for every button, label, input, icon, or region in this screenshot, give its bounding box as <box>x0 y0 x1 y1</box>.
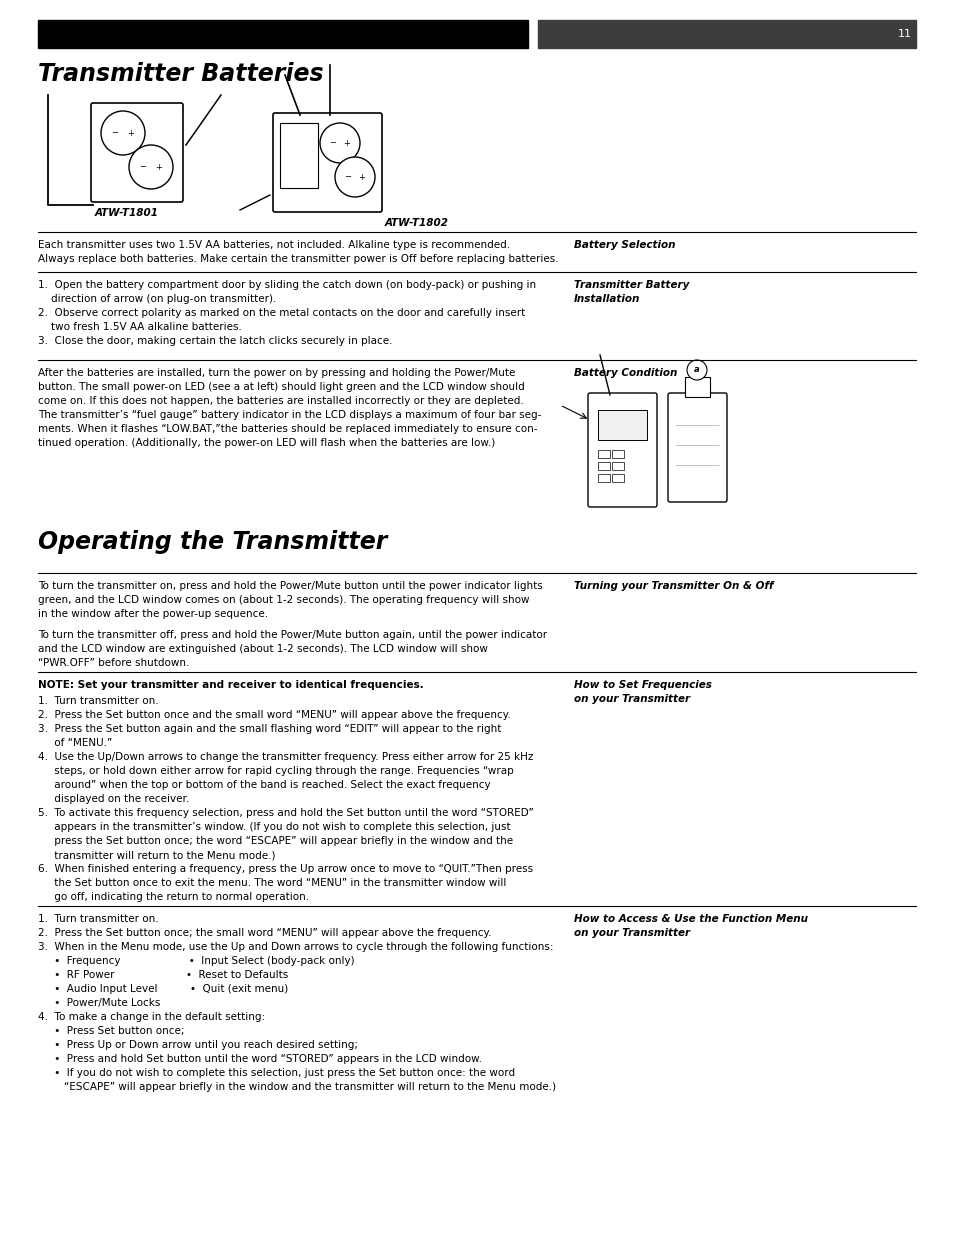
Text: 3.  Close the door, making certain the latch clicks securely in place.: 3. Close the door, making certain the la… <box>38 336 392 346</box>
Bar <box>612 474 623 482</box>
Text: To turn the transmitter off, press and hold the Power/Mute button again, until t: To turn the transmitter off, press and h… <box>38 630 547 640</box>
Text: −: − <box>329 138 336 147</box>
Text: •  Press and hold Set button until the word “STORED” appears in the LCD window.: • Press and hold Set button until the wo… <box>38 1053 481 1065</box>
Text: the Set button once to exit the menu. The word “MENU” in the transmitter window : the Set button once to exit the menu. Th… <box>38 878 506 888</box>
Text: appears in the transmitter’s window. (If you do not wish to complete this select: appears in the transmitter’s window. (If… <box>38 823 510 832</box>
FancyBboxPatch shape <box>91 103 183 203</box>
Bar <box>612 450 623 458</box>
Text: 4.  Use the Up/Down arrows to change the transmitter frequency. Press either arr: 4. Use the Up/Down arrows to change the … <box>38 752 533 762</box>
Text: Transmitter Battery: Transmitter Battery <box>574 280 689 290</box>
Text: green, and the LCD window comes on (about 1-2 seconds). The operating frequency : green, and the LCD window comes on (abou… <box>38 595 529 605</box>
Text: +: + <box>343 138 350 147</box>
Text: 2.  Press the Set button once and the small word “MENU” will appear above the fr: 2. Press the Set button once and the sma… <box>38 710 510 720</box>
Text: •  Frequency                     •  Input Select (body-pack only): • Frequency • Input Select (body-pack on… <box>38 956 355 966</box>
Text: ments. When it flashes “LOW.BAT,”the batteries should be replaced immediately to: ments. When it flashes “LOW.BAT,”the bat… <box>38 424 537 433</box>
Text: ATW-T1802: ATW-T1802 <box>385 219 449 228</box>
Text: −: − <box>344 173 351 182</box>
Text: 5.  To activate this frequency selection, press and hold the Set button until th: 5. To activate this frequency selection,… <box>38 808 533 818</box>
Text: press the Set button once; the word “ESCAPE” will appear briefly in the window a: press the Set button once; the word “ESC… <box>38 836 513 846</box>
Text: 1.  Turn transmitter on.: 1. Turn transmitter on. <box>38 697 158 706</box>
Text: “ESCAPE” will appear briefly in the window and the transmitter will return to th: “ESCAPE” will appear briefly in the wind… <box>38 1082 556 1092</box>
Text: steps, or hold down either arrow for rapid cycling through the range. Frequencie: steps, or hold down either arrow for rap… <box>38 766 514 776</box>
Text: 3.  When in the Menu mode, use the Up and Down arrows to cycle through the follo: 3. When in the Menu mode, use the Up and… <box>38 942 553 952</box>
Text: “PWR.OFF” before shutdown.: “PWR.OFF” before shutdown. <box>38 658 190 668</box>
Text: Operating the Transmitter: Operating the Transmitter <box>38 530 387 555</box>
Bar <box>598 474 609 482</box>
FancyBboxPatch shape <box>667 393 726 501</box>
Text: come on. If this does not happen, the batteries are installed incorrectly or the: come on. If this does not happen, the ba… <box>38 396 523 406</box>
Text: Battery Condition: Battery Condition <box>574 368 677 378</box>
Circle shape <box>686 359 706 380</box>
Text: in the window after the power-up sequence.: in the window after the power-up sequenc… <box>38 609 268 619</box>
Text: The transmitter’s “fuel gauge” battery indicator in the LCD displays a maximum o: The transmitter’s “fuel gauge” battery i… <box>38 410 540 420</box>
Circle shape <box>129 144 172 189</box>
Text: on your Transmitter: on your Transmitter <box>574 927 689 939</box>
Bar <box>598 410 646 440</box>
Text: •  Press Up or Down arrow until you reach desired setting;: • Press Up or Down arrow until you reach… <box>38 1040 357 1050</box>
Text: Battery Selection: Battery Selection <box>574 240 675 249</box>
Circle shape <box>335 157 375 198</box>
Text: −: − <box>112 128 118 137</box>
Text: NOTE: Set your transmitter and receiver to identical frequencies.: NOTE: Set your transmitter and receiver … <box>38 680 423 690</box>
Text: 1.  Turn transmitter on.: 1. Turn transmitter on. <box>38 914 158 924</box>
Bar <box>38 20 527 48</box>
Text: •  Press Set button once;: • Press Set button once; <box>38 1026 184 1036</box>
Text: How to Set Frequencies: How to Set Frequencies <box>574 680 711 690</box>
Text: displayed on the receiver.: displayed on the receiver. <box>38 794 189 804</box>
Bar <box>684 377 709 396</box>
Text: button. The small power-on LED (see a at left) should light green and the LCD wi: button. The small power-on LED (see a at… <box>38 382 524 391</box>
Text: ATW-T1801: ATW-T1801 <box>95 207 159 219</box>
Circle shape <box>101 111 145 156</box>
Text: transmitter will return to the Menu mode.): transmitter will return to the Menu mode… <box>38 850 275 860</box>
Text: 1.  Open the battery compartment door by sliding the catch down (on body-pack) o: 1. Open the battery compartment door by … <box>38 280 536 290</box>
Text: and the LCD window are extinguished (about 1-2 seconds). The LCD window will sho: and the LCD window are extinguished (abo… <box>38 643 487 655</box>
Text: 6.  When finished entering a frequency, press the Up arrow once to move to “QUIT: 6. When finished entering a frequency, p… <box>38 864 533 874</box>
FancyBboxPatch shape <box>587 393 657 508</box>
FancyBboxPatch shape <box>273 112 381 212</box>
Bar <box>280 124 317 188</box>
Text: tinued operation. (Additionally, the power-on LED will flash when the batteries : tinued operation. (Additionally, the pow… <box>38 438 495 448</box>
Text: How to Access & Use the Function Menu: How to Access & Use the Function Menu <box>574 914 807 924</box>
Text: Always replace both batteries. Make certain the transmitter power is Off before : Always replace both batteries. Make cert… <box>38 254 558 264</box>
Text: on your Transmitter: on your Transmitter <box>574 694 689 704</box>
Text: around” when the top or bottom of the band is reached. Select the exact frequenc: around” when the top or bottom of the ba… <box>38 781 490 790</box>
Text: 2.  Observe correct polarity as marked on the metal contacts on the door and car: 2. Observe correct polarity as marked on… <box>38 308 525 317</box>
Bar <box>612 462 623 471</box>
Text: +: + <box>358 173 365 182</box>
Text: −: − <box>139 163 147 172</box>
Text: of “MENU.”: of “MENU.” <box>38 739 112 748</box>
Text: Turning your Transmitter On & Off: Turning your Transmitter On & Off <box>574 580 773 592</box>
Bar <box>598 462 609 471</box>
Text: •  If you do not wish to complete this selection, just press the Set button once: • If you do not wish to complete this se… <box>38 1068 515 1078</box>
Text: •  Audio Input Level          •  Quit (exit menu): • Audio Input Level • Quit (exit menu) <box>38 984 288 994</box>
Text: +: + <box>155 163 162 172</box>
Text: 4.  To make a change in the default setting:: 4. To make a change in the default setti… <box>38 1011 265 1023</box>
Text: 2.  Press the Set button once; the small word “MENU” will appear above the frequ: 2. Press the Set button once; the small … <box>38 927 491 939</box>
Bar <box>537 20 915 48</box>
Text: Installation: Installation <box>574 294 639 304</box>
Text: After the batteries are installed, turn the power on by pressing and holding the: After the batteries are installed, turn … <box>38 368 515 378</box>
Text: two fresh 1.5V AA alkaline batteries.: two fresh 1.5V AA alkaline batteries. <box>38 322 242 332</box>
Bar <box>598 450 609 458</box>
Text: •  RF Power                      •  Reset to Defaults: • RF Power • Reset to Defaults <box>38 969 288 981</box>
Text: 3.  Press the Set button again and the small flashing word “EDIT” will appear to: 3. Press the Set button again and the sm… <box>38 724 501 734</box>
Text: 11: 11 <box>897 28 911 40</box>
Circle shape <box>319 124 359 163</box>
Text: Each transmitter uses two 1.5V AA batteries, not included. Alkaline type is reco: Each transmitter uses two 1.5V AA batter… <box>38 240 510 249</box>
Text: direction of arrow (on plug-on transmitter).: direction of arrow (on plug-on transmitt… <box>38 294 276 304</box>
Text: +: + <box>128 128 134 137</box>
Text: Transmitter Batteries: Transmitter Batteries <box>38 62 323 86</box>
Text: To turn the transmitter on, press and hold the Power/Mute button until the power: To turn the transmitter on, press and ho… <box>38 580 542 592</box>
Text: •  Power/Mute Locks: • Power/Mute Locks <box>38 998 160 1008</box>
Text: go off, indicating the return to normal operation.: go off, indicating the return to normal … <box>38 892 309 902</box>
Text: a: a <box>694 366 700 374</box>
